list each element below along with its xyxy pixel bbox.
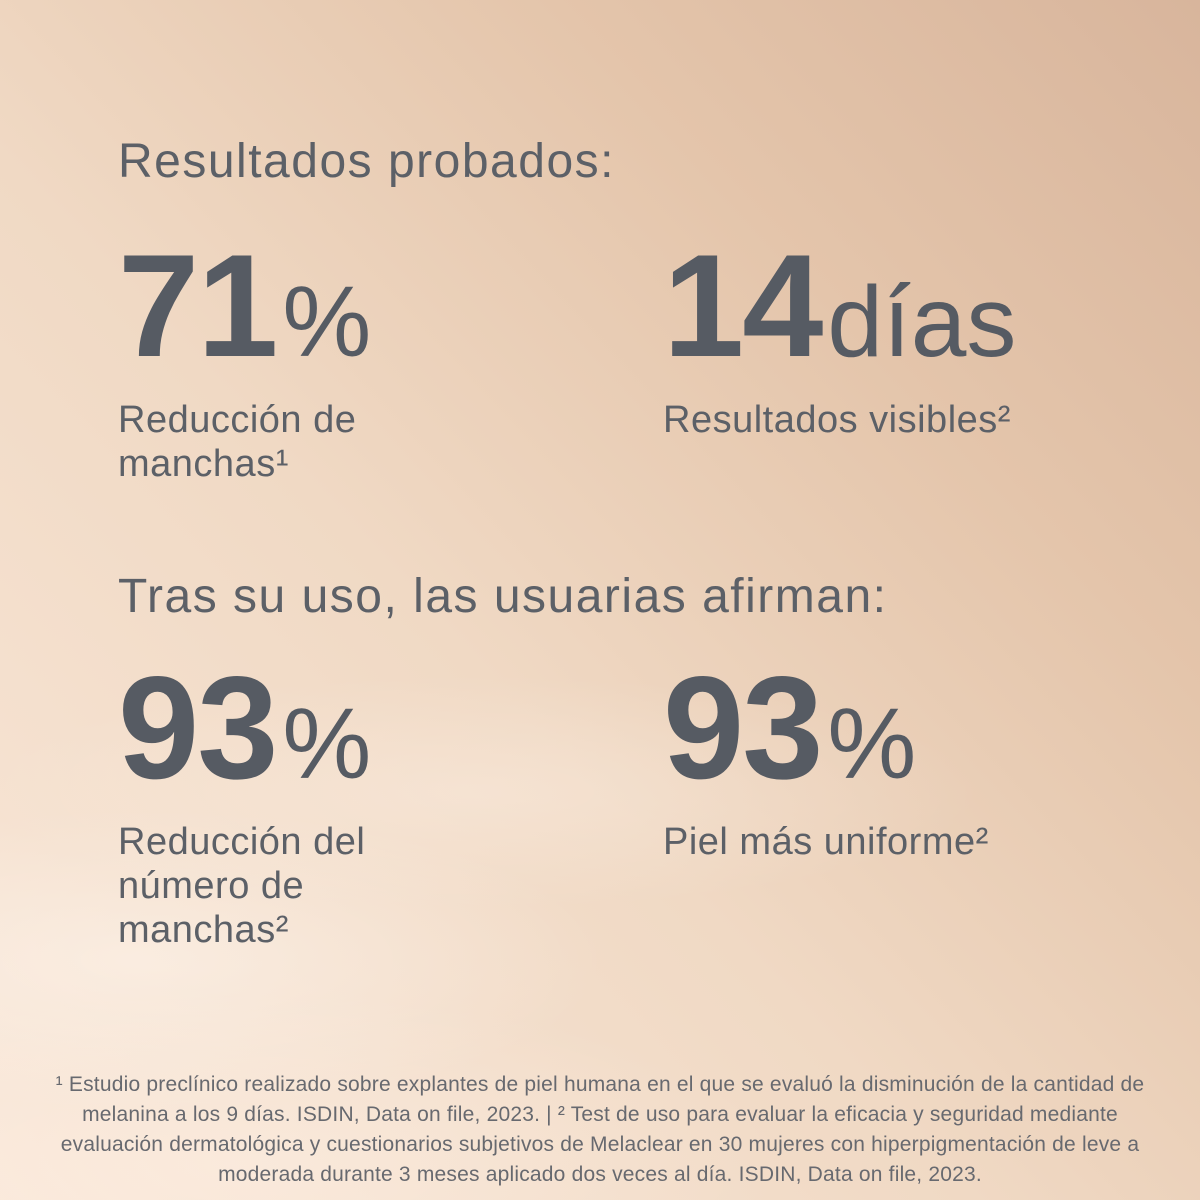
stat-unit-percent: % xyxy=(827,688,917,800)
stat-label-spot-number: Reducción del número de manchas² xyxy=(118,821,366,951)
stat-number: 93 xyxy=(118,646,278,809)
heading-proven-results: Resultados probados: xyxy=(118,135,615,188)
stat-value-even-skin: 93% xyxy=(663,655,1160,817)
section-user-claims: Tras su uso, las usuarias afirman: 93% R… xyxy=(118,570,1160,952)
stat-unit-percent: % xyxy=(282,266,372,378)
stat-label-visible-results: Resultados visibles² xyxy=(663,399,1011,441)
stat-label-even-skin: Piel más uniforme² xyxy=(663,821,989,863)
stat-unit-percent: % xyxy=(282,688,372,800)
stat-number: 71 xyxy=(118,224,278,387)
stat-number: 14 xyxy=(663,224,823,387)
stat-value-spot-reduction: 71% xyxy=(118,233,663,395)
stats-row-proven: 71% Reducción de manchas¹ 14días Resulta… xyxy=(118,233,1160,486)
stat-spot-number-reduction: 93% Reducción del número de manchas² xyxy=(118,655,663,952)
stat-value-days: 14días xyxy=(663,233,1160,395)
stat-even-skin: 93% Piel más uniforme² xyxy=(663,655,1160,864)
stat-value-spot-number: 93% xyxy=(118,655,663,817)
stat-unit-days: días xyxy=(827,266,1017,378)
stat-visible-results-days: 14días Resultados visibles² xyxy=(663,233,1160,442)
stats-row-users: 93% Reducción del número de manchas² 93%… xyxy=(118,655,1160,952)
stat-label-spot-reduction: Reducción de manchas¹ xyxy=(118,399,357,485)
section-proven-results: Resultados probados: 71% Reducción de ma… xyxy=(118,0,1160,486)
stat-spot-reduction: 71% Reducción de manchas¹ xyxy=(118,233,663,486)
heading-user-claims: Tras su uso, las usuarias afirman: xyxy=(118,570,888,623)
footnote-study-details: ¹ Estudio preclínico realizado sobre exp… xyxy=(55,1073,1145,1186)
stat-number: 93 xyxy=(663,646,823,809)
